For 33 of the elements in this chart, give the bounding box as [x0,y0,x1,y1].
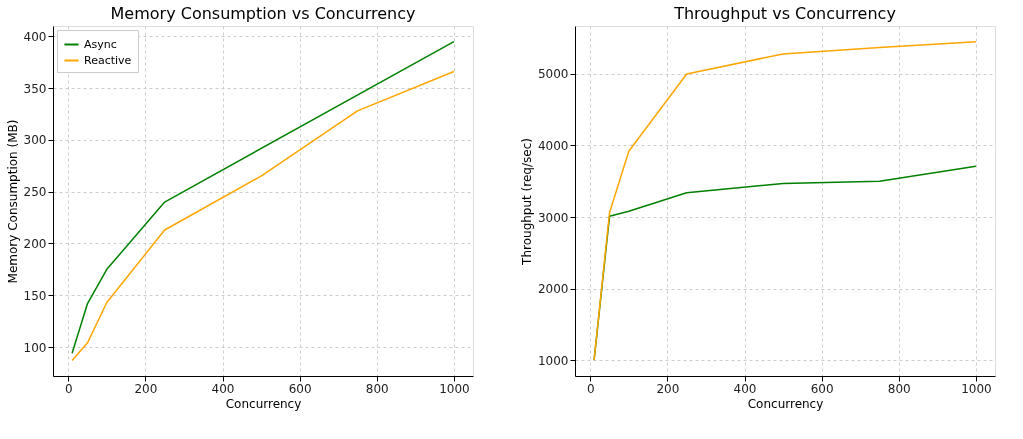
y-tick-label: 150 [23,288,47,303]
y-tick-label: 2000 [537,282,569,297]
y-tick-label: 4000 [537,138,569,153]
legend-label: Async [84,37,117,51]
y-tick-label: 300 [23,133,47,148]
y-tick-label: 3000 [537,210,569,225]
x-tick-label: 800 [887,381,911,396]
x-tick-label: 200 [134,381,158,396]
y-tick-label: 100 [23,340,47,355]
x-tick-label: 400 [733,381,757,396]
x-tick-label: 400 [211,381,235,396]
x-tick-label: 0 [586,381,595,396]
y-axis-title: Throughput (req/sec) [519,138,534,266]
y-tick-label: 400 [23,29,47,44]
y-tick-label: 250 [23,185,47,200]
x-tick-label: 200 [656,381,680,396]
x-tick-label: 600 [810,381,834,396]
x-tick-label: 0 [64,381,73,396]
y-tick-label: 1000 [537,353,569,368]
x-axis-title: Concurrency [747,396,824,411]
x-tick-label: 1000 [961,381,992,396]
chart-title: Memory Consumption vs Concurrency [110,4,416,23]
x-tick-label: 800 [365,381,389,396]
x-tick-label: 600 [288,381,312,396]
x-axis-title: Concurrency [225,396,302,411]
y-axis-title: Memory Consumption (MB) [5,119,20,284]
legend-label: Reactive [84,53,132,67]
x-tick-label: 1000 [439,381,470,396]
y-tick-label: 5000 [537,67,569,82]
y-tick-label: 200 [23,236,47,251]
chart-title: Throughput vs Concurrency [673,4,896,23]
line-series [593,40,977,361]
y-tick-label: 350 [23,81,47,96]
